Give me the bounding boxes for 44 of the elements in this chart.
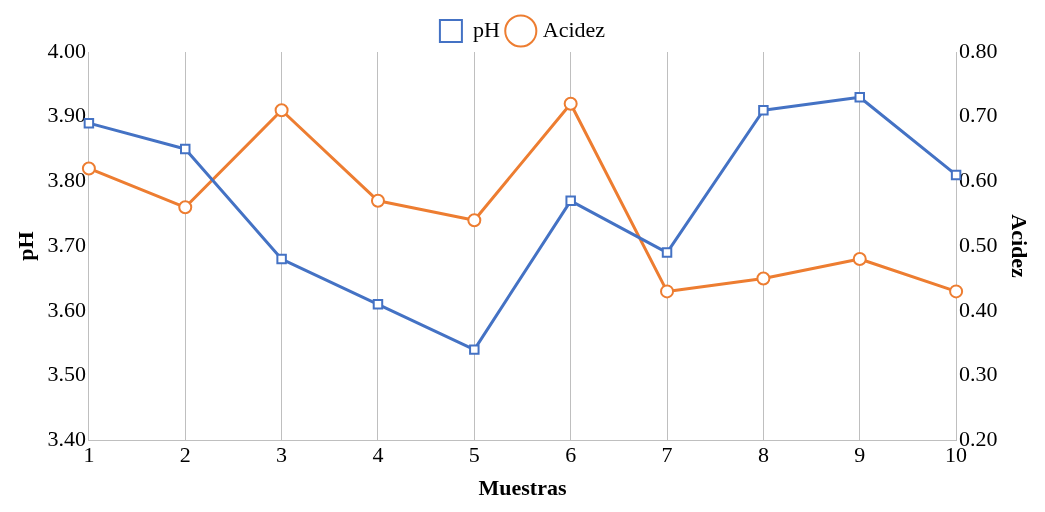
y-tick-label: 3.70 — [47, 231, 86, 257]
x-tick-label: 8 — [757, 442, 769, 468]
y-tick-label: 3.50 — [47, 361, 86, 387]
point — [467, 213, 482, 228]
x-tick-label: 9 — [854, 442, 866, 468]
x-tick-label: 4 — [372, 442, 384, 468]
y2-tick-label: 0.50 — [959, 231, 998, 257]
point — [274, 103, 289, 118]
point — [178, 200, 193, 215]
x-tick-label: 6 — [565, 442, 577, 468]
y2-tick-label: 0.60 — [959, 167, 998, 193]
point — [758, 104, 769, 116]
legend-label: pH — [472, 16, 500, 42]
x-tick-label: 2 — [179, 442, 191, 468]
y2-tick-label: 0.70 — [959, 102, 998, 128]
legend-label: Acidez — [542, 16, 606, 42]
y2-axis-title: Acidez — [1007, 214, 1033, 279]
point — [852, 252, 867, 267]
y-tick-label: 3.40 — [47, 425, 86, 451]
y-tick-label: 3.60 — [47, 296, 86, 322]
y2-tick-label: 0.40 — [959, 296, 998, 322]
point — [180, 143, 191, 155]
point — [83, 117, 95, 129]
y2-tick-label: 0.30 — [959, 361, 998, 387]
point — [660, 284, 675, 299]
x-tick-label: 7 — [661, 442, 673, 468]
y-axis-title: pH — [12, 231, 38, 261]
point — [563, 96, 578, 111]
x-tick-label: 3 — [276, 442, 288, 468]
y-tick-label: 3.90 — [47, 102, 86, 128]
y-tick-label: 3.80 — [47, 167, 86, 193]
point — [469, 344, 480, 355]
x-axis-title: Muestras — [478, 475, 567, 501]
point — [756, 271, 771, 286]
y2-tick-label: 0.80 — [959, 37, 998, 63]
point — [276, 253, 287, 265]
point — [661, 247, 673, 258]
point — [949, 284, 964, 299]
point — [370, 193, 385, 208]
point — [854, 92, 865, 103]
y-tick-label: 4.00 — [47, 37, 86, 63]
x-tick-label: 5 — [468, 442, 480, 468]
point — [565, 195, 576, 207]
point — [372, 299, 384, 310]
